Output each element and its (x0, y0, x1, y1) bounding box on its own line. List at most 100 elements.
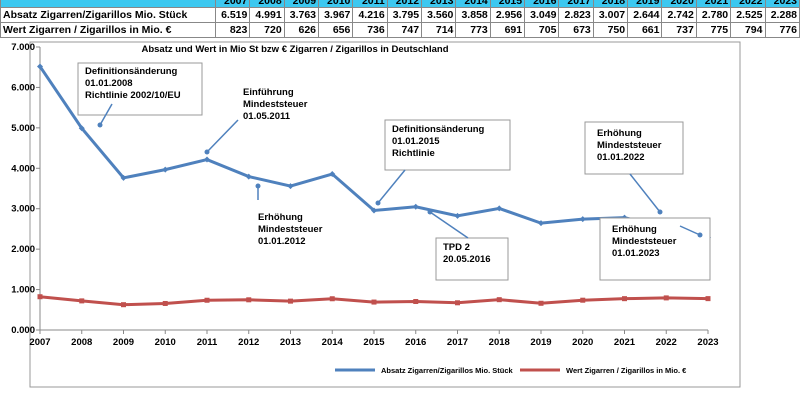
legend-label: Absatz Zigarren/Zigarillos Mio. Stück (381, 366, 514, 375)
y-tick-label: 0.000 (11, 325, 35, 336)
point (663, 295, 669, 301)
x-tick-label: 2019 (530, 337, 551, 348)
cell: 2.956 (489, 7, 526, 23)
point (329, 296, 335, 302)
point (78, 125, 85, 132)
cell: 661 (627, 22, 663, 38)
arrow-head (255, 183, 261, 189)
row-label: Wert Zigarren / Zigarillos in Mio. € (0, 22, 216, 38)
point (622, 296, 627, 302)
cell: 3.007 (592, 7, 629, 23)
annotation-arrow (429, 211, 469, 239)
table-row: Wert Zigarren / Zigarillos in Mio. €823 7… (0, 22, 800, 38)
point (204, 156, 210, 163)
cell: 673 (558, 22, 594, 38)
y-tick-label: 7.000 (11, 42, 35, 53)
cell: 750 (592, 22, 629, 38)
x-tick-label: 2013 (280, 337, 301, 348)
x-tick-label: 2023 (697, 337, 718, 348)
point (538, 220, 544, 227)
point (79, 298, 85, 304)
cell: 705 (524, 22, 560, 38)
point (162, 166, 169, 173)
cell: 3.560 (421, 7, 457, 23)
annotation-box (584, 121, 684, 175)
y-tick-label: 4.000 (11, 163, 35, 174)
annotation-text: Mindeststeuer (597, 140, 662, 151)
cell: 823 (214, 22, 251, 38)
x-tick-label: 2007 (29, 337, 50, 348)
arrow-head (697, 232, 703, 238)
point (37, 63, 43, 70)
annotation-text: Erhöhung (258, 212, 303, 223)
annotation-arrow (206, 119, 239, 153)
cell: 747 (386, 22, 423, 38)
point (120, 174, 127, 181)
point (371, 299, 377, 305)
cell: 776 (764, 22, 800, 38)
annotation-text: Definitionsänderung (392, 124, 485, 135)
point (454, 212, 461, 219)
x-tick-label: 2011 (197, 337, 218, 348)
point (412, 203, 419, 210)
point (580, 297, 586, 303)
point (413, 298, 419, 304)
cell: 2.525 (730, 7, 766, 23)
annotation-text: 01.05.2011 (243, 111, 291, 122)
cell: 773 (455, 22, 491, 38)
cell: 691 (489, 22, 526, 38)
annotation-text: Einführung (243, 87, 294, 98)
annotation-text: Erhöhung (597, 128, 642, 139)
annotation-text: 01.01.2023 (612, 248, 660, 259)
y-tick-label: 1.000 (11, 285, 35, 296)
annotation-arrow (629, 173, 661, 213)
chart-title: Absatz und Wert in Mio St bzw € Zigarren… (141, 44, 448, 55)
point (204, 297, 210, 303)
x-tick-label: 2020 (572, 337, 593, 348)
point (329, 171, 336, 178)
annotation-text: Erhöhung (612, 224, 657, 235)
x-tick-label: 2016 (405, 337, 426, 348)
y-tick-label: 5.000 (11, 123, 35, 134)
annotation-text: 01.01.2022 (597, 152, 645, 163)
x-tick-label: 2015 (363, 337, 385, 348)
cell: 2.644 (627, 7, 663, 23)
point (496, 205, 503, 212)
point (288, 298, 293, 304)
point (121, 302, 126, 308)
annotation-text: 01.01.2012 (258, 236, 306, 247)
point (37, 294, 43, 300)
arrow-head (375, 200, 381, 206)
annotation-text: Mindeststeuer (258, 224, 323, 235)
y-tick-label: 6.000 (11, 82, 35, 93)
legend-label: Wert Zigarren / Zigarillos in Mio. € (566, 366, 687, 375)
y-tick-label: 3.000 (11, 204, 35, 215)
cell: 2.742 (661, 7, 697, 23)
cell: 720 (249, 22, 285, 38)
point (496, 297, 502, 303)
annotation-arrow (377, 169, 406, 204)
annotation-text: Richtlinie (392, 148, 435, 159)
x-tick-label: 2009 (113, 337, 134, 348)
annotation-box (435, 237, 509, 281)
x-tick-label: 2014 (322, 337, 344, 348)
annotation-text: Richtlinie 2002/10/EU (85, 90, 181, 101)
x-tick-label: 2021 (614, 337, 636, 348)
y-tick-label: 2.000 (11, 244, 35, 255)
point (455, 300, 460, 306)
point (162, 300, 168, 306)
cell: 626 (283, 22, 320, 38)
arrow-head (657, 209, 663, 215)
point (246, 297, 252, 303)
x-tick-label: 2018 (489, 337, 510, 348)
cell: 3.967 (318, 7, 354, 23)
annotation-text: 20.05.2016 (443, 254, 491, 265)
annotation-box (77, 62, 203, 116)
arrow-head (204, 149, 210, 155)
point (705, 296, 711, 302)
x-tick-label: 2017 (447, 337, 468, 348)
data-table: 2007 2008 2009 2010 2011 2012 2013 2014 2015 2016… (0, 0, 800, 38)
annotation-text: Definitionsänderung (85, 66, 178, 77)
